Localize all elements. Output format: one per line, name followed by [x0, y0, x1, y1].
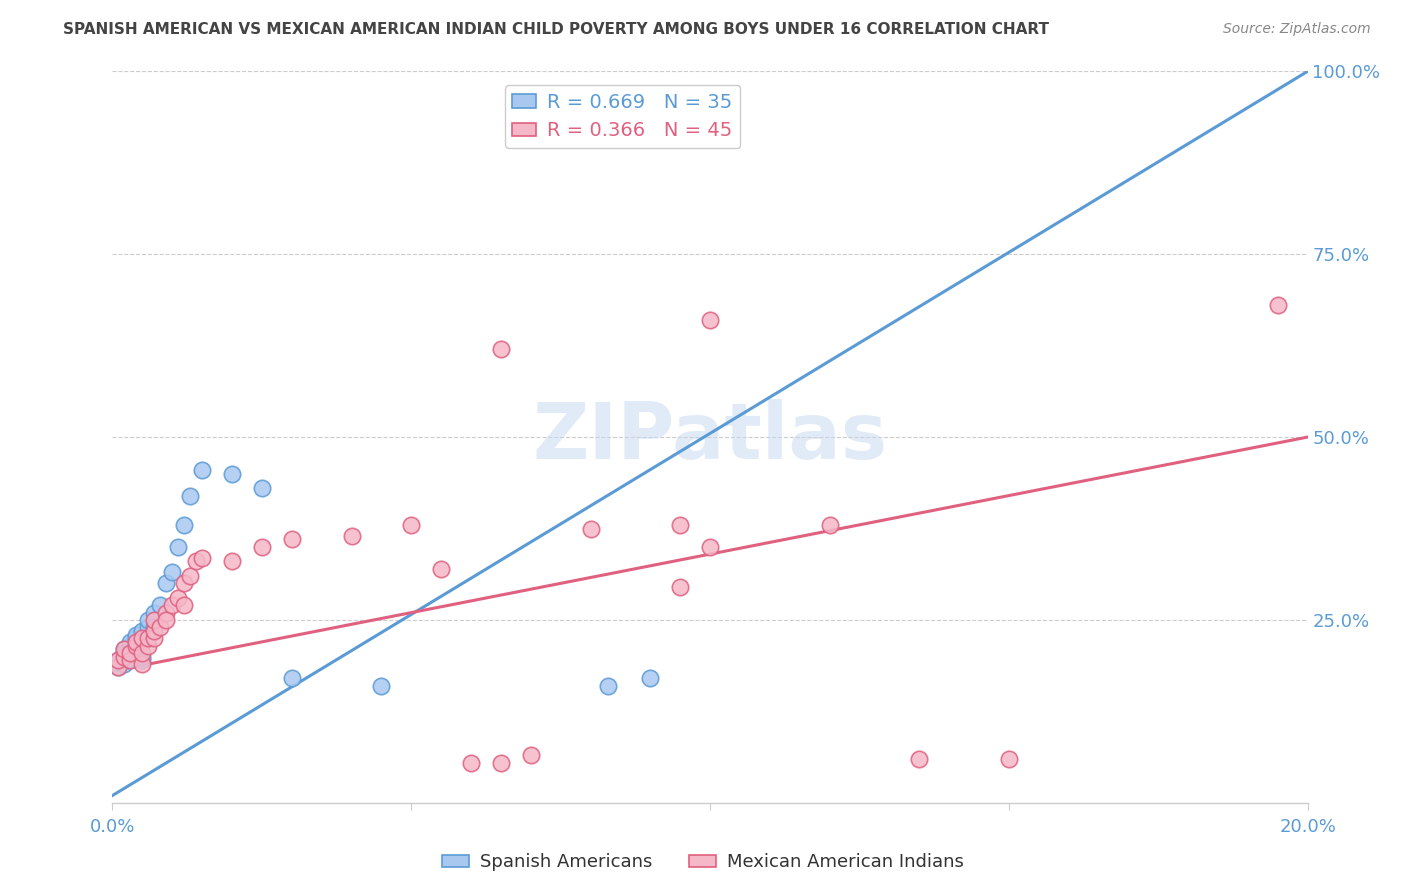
- Point: [179, 489, 201, 503]
- Point: [155, 606, 177, 620]
- Point: [131, 653, 153, 667]
- Point: [191, 550, 214, 565]
- Point: [460, 756, 482, 770]
- Point: [107, 660, 129, 674]
- Point: [149, 620, 172, 634]
- Point: [143, 606, 166, 620]
- Point: [281, 533, 304, 547]
- Point: [162, 566, 183, 580]
- Point: [370, 679, 392, 693]
- Text: ZIPatlas: ZIPatlas: [533, 399, 887, 475]
- Point: [186, 554, 208, 568]
- Point: [120, 642, 142, 657]
- Point: [107, 653, 129, 667]
- Legend: Spanish Americans, Mexican American Indians: Spanish Americans, Mexican American Indi…: [436, 847, 970, 879]
- Point: [340, 529, 363, 543]
- Point: [173, 576, 195, 591]
- Point: [131, 624, 153, 638]
- Point: [520, 748, 543, 763]
- Point: [489, 756, 512, 770]
- Point: [107, 653, 129, 667]
- Point: [120, 653, 142, 667]
- Point: [281, 672, 304, 686]
- Point: [221, 467, 243, 481]
- Point: [638, 672, 662, 686]
- Point: [699, 540, 721, 554]
- Point: [1267, 298, 1289, 312]
- Point: [669, 580, 692, 594]
- Point: [107, 660, 129, 674]
- Point: [114, 646, 135, 660]
- Point: [167, 591, 190, 605]
- Point: [401, 517, 423, 532]
- Point: [138, 620, 160, 634]
- Text: SPANISH AMERICAN VS MEXICAN AMERICAN INDIAN CHILD POVERTY AMONG BOYS UNDER 16 CO: SPANISH AMERICAN VS MEXICAN AMERICAN IND…: [63, 22, 1049, 37]
- Point: [125, 639, 148, 653]
- Point: [125, 639, 148, 653]
- Point: [131, 649, 153, 664]
- Point: [430, 562, 453, 576]
- Point: [138, 639, 160, 653]
- Point: [114, 649, 135, 664]
- Point: [998, 752, 1021, 766]
- Point: [125, 632, 148, 646]
- Text: Source: ZipAtlas.com: Source: ZipAtlas.com: [1223, 22, 1371, 37]
- Point: [579, 521, 602, 535]
- Point: [250, 540, 273, 554]
- Point: [155, 576, 177, 591]
- Point: [120, 653, 142, 667]
- Point: [120, 649, 142, 664]
- Point: [120, 639, 142, 653]
- Point: [167, 540, 190, 554]
- Point: [191, 463, 214, 477]
- Point: [125, 627, 148, 641]
- Point: [114, 642, 135, 657]
- Point: [114, 649, 135, 664]
- Point: [699, 313, 721, 327]
- Point: [250, 481, 273, 495]
- Point: [173, 517, 195, 532]
- Point: [173, 599, 195, 613]
- Point: [221, 554, 243, 568]
- Legend: R = 0.669   N = 35, R = 0.366   N = 45: R = 0.669 N = 35, R = 0.366 N = 45: [505, 85, 741, 148]
- Point: [120, 635, 142, 649]
- Point: [143, 613, 166, 627]
- Point: [131, 646, 153, 660]
- Point: [489, 343, 512, 357]
- Point: [908, 752, 931, 766]
- Point: [669, 517, 692, 532]
- Point: [598, 679, 620, 693]
- Point: [114, 657, 135, 671]
- Point: [131, 632, 153, 646]
- Point: [143, 624, 166, 638]
- Point: [179, 569, 201, 583]
- Point: [131, 635, 153, 649]
- Point: [138, 632, 160, 646]
- Point: [818, 517, 841, 532]
- Point: [143, 620, 166, 634]
- Point: [120, 646, 142, 660]
- Point: [131, 657, 153, 671]
- Point: [143, 632, 166, 646]
- Point: [138, 613, 160, 627]
- Point: [155, 613, 177, 627]
- Point: [114, 642, 135, 657]
- Point: [162, 599, 183, 613]
- Point: [149, 599, 172, 613]
- Point: [125, 635, 148, 649]
